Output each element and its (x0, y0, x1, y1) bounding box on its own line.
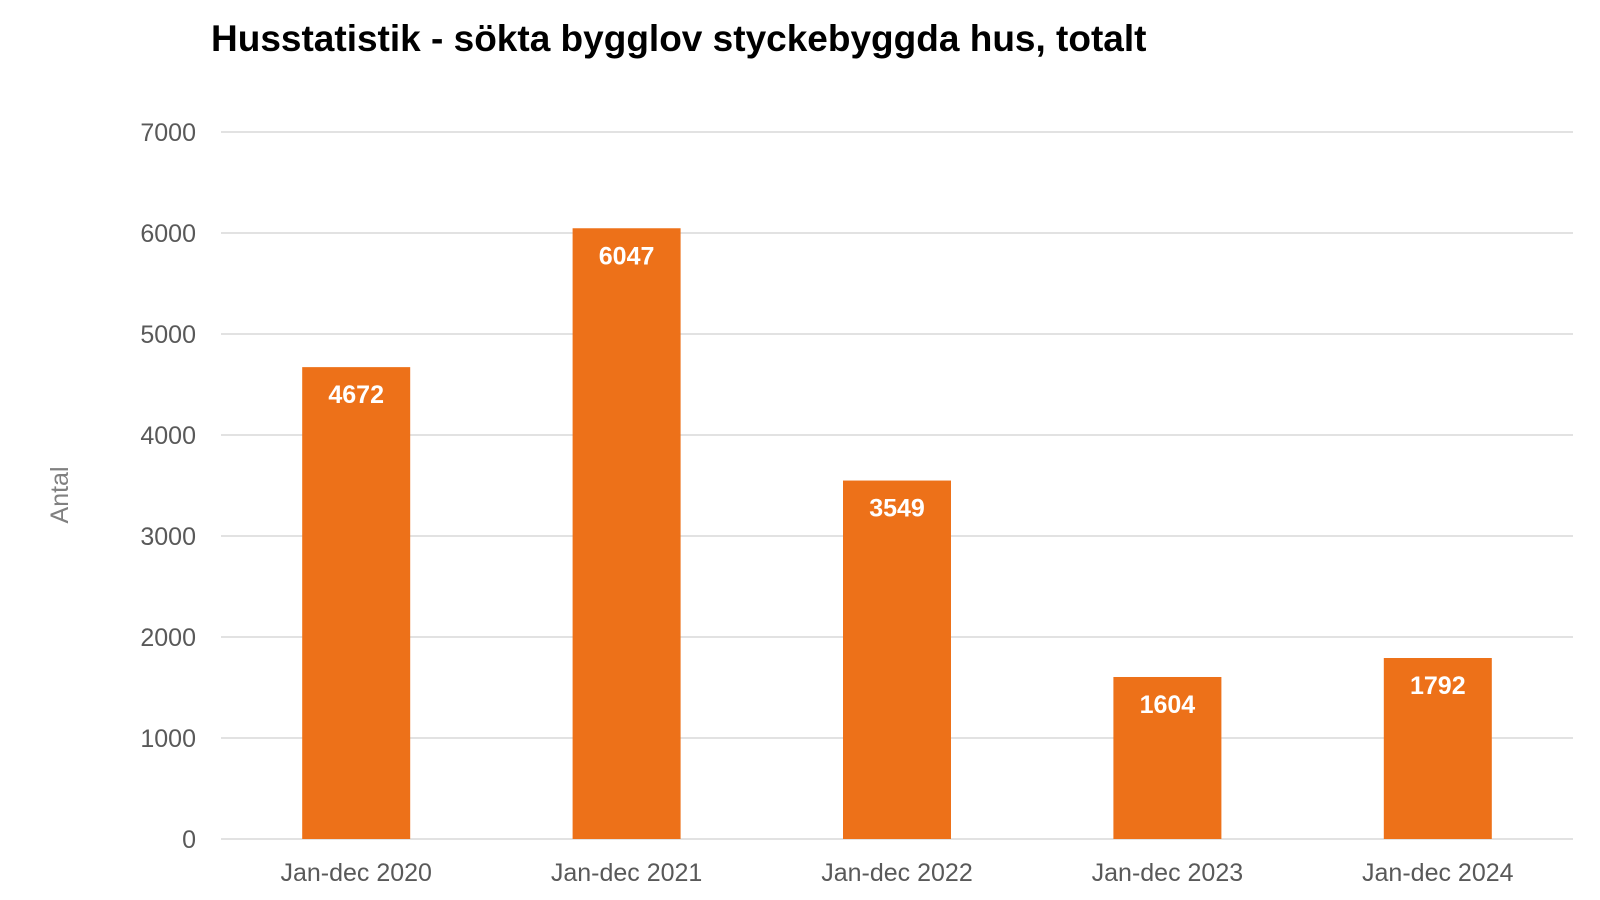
y-tick-label: 1000 (140, 725, 196, 753)
x-category-label: Jan-dec 2024 (1362, 859, 1514, 887)
bar (1383, 658, 1492, 839)
bars (302, 228, 1492, 840)
bar (302, 367, 411, 839)
bar (572, 228, 681, 840)
x-axis-categories: Jan-dec 2020 Jan-dec 2021 Jan-dec 2022 Jan-… (280, 859, 1513, 887)
y-axis-ticks: 0 1000 2000 3000 4000 5000 6000 7000 (140, 119, 196, 854)
data-label: 1604 (1140, 691, 1196, 719)
data-label: 1792 (1410, 672, 1466, 700)
y-tick-label: 0 (182, 826, 196, 854)
x-category-label: Jan-dec 2022 (821, 859, 973, 887)
y-tick-label: 3000 (140, 523, 196, 551)
data-label: 4672 (328, 381, 384, 409)
x-category-label: Jan-dec 2021 (551, 859, 703, 887)
bar (1113, 676, 1222, 839)
data-labels: 4672 6047 3549 1604 1792 (328, 242, 1465, 719)
chart-title: Husstatistik - sökta bygglov styckebyggd… (211, 18, 1147, 59)
y-tick-label: 2000 (140, 624, 196, 652)
y-tick-label: 6000 (140, 220, 196, 248)
y-axis-title: Antal (46, 467, 74, 524)
y-tick-label: 5000 (140, 321, 196, 349)
data-label: 3549 (869, 495, 925, 523)
data-label: 6047 (599, 242, 655, 270)
y-tick-label: 4000 (140, 422, 196, 450)
bar (843, 480, 951, 839)
x-category-label: Jan-dec 2023 (1092, 859, 1244, 887)
x-category-label: Jan-dec 2020 (280, 859, 432, 887)
y-tick-label: 7000 (140, 119, 196, 147)
